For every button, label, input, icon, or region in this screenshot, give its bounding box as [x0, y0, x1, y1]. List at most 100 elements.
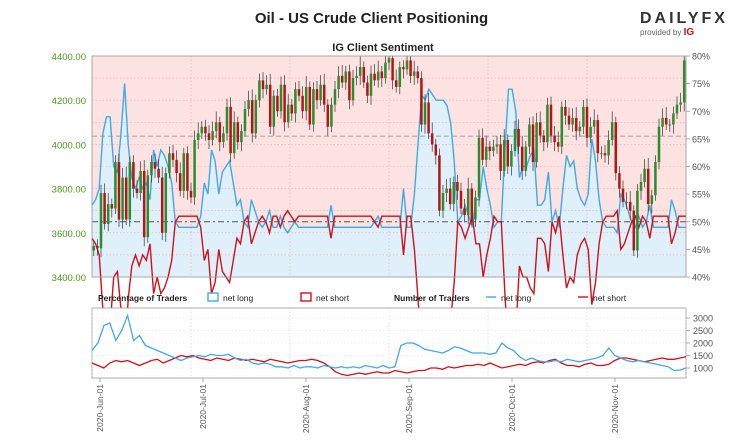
price-candle — [589, 126, 592, 138]
price-candle — [420, 78, 423, 125]
price-candle — [214, 122, 218, 132]
price-candle — [513, 128, 517, 152]
percent-tick-label: 55% — [692, 190, 710, 200]
price-candle — [506, 139, 510, 167]
legend-number-title: Number of Traders — [394, 293, 470, 303]
price-candle — [459, 190, 463, 209]
price-candle — [625, 201, 628, 203]
price-candle — [135, 188, 139, 194]
price-candle — [582, 106, 585, 127]
x-tick-label: 2020-Oct-01 — [507, 384, 517, 432]
price-candle — [427, 102, 430, 134]
price-candle — [294, 89, 297, 114]
percent-tick-label: 75% — [692, 79, 710, 89]
price-candle — [236, 122, 240, 143]
price-candle — [592, 120, 596, 127]
price-candle — [657, 126, 661, 163]
price-tick-label: 3600.00 — [52, 229, 86, 240]
price-candle — [218, 122, 222, 143]
price-candle — [621, 188, 625, 202]
price-tick-label: 4200.00 — [52, 96, 86, 107]
price-candle — [186, 153, 189, 191]
legend: Percentage of Traders net long net short Nu… — [98, 292, 627, 303]
price-candle — [610, 122, 614, 140]
price-candle — [531, 124, 535, 163]
percent-tick-label: 70% — [692, 107, 710, 117]
price-candle — [330, 104, 333, 127]
price-candle — [650, 195, 654, 205]
price-candle — [319, 84, 322, 101]
price-candle — [632, 210, 636, 251]
percent-tick-label: 65% — [692, 134, 710, 144]
price-candle — [150, 162, 153, 176]
sub-chart: 3000 2500 2000 1500 1000 2020-Jun-01 2020-Jul-… — [91, 307, 713, 433]
price-candle — [124, 177, 128, 220]
price-candle — [614, 122, 618, 174]
x-tick-label: 2020-Aug-01 — [301, 384, 311, 433]
price-candle — [297, 89, 301, 96]
price-candle — [456, 181, 459, 191]
price-candle — [661, 117, 664, 127]
price-candle — [157, 168, 160, 178]
price-candle — [276, 95, 279, 112]
price-candle — [200, 126, 204, 134]
price-candle — [492, 146, 495, 152]
price-tick-label: 3800.00 — [52, 185, 86, 196]
price-candle — [110, 204, 114, 209]
price-candle — [326, 104, 330, 127]
price-candle — [578, 126, 582, 132]
price-candle — [312, 89, 315, 125]
price-candle — [229, 106, 232, 154]
price-candle — [337, 75, 340, 90]
brand-provider: provided by IG — [640, 27, 695, 38]
price-candle — [654, 162, 657, 196]
price-candle — [560, 106, 564, 147]
price-candle — [286, 104, 290, 123]
price-candle — [628, 201, 632, 211]
x-tick-label: 2020-Nov-01 — [610, 384, 620, 433]
provider-ig: IG — [683, 27, 695, 38]
sub-tick-label: 2500 — [693, 326, 713, 336]
price-candle — [520, 146, 524, 171]
price-candle — [308, 86, 312, 125]
price-candle — [448, 188, 452, 205]
count-net-short-line — [91, 354, 687, 377]
price-candle — [574, 117, 578, 132]
price-candle — [466, 188, 470, 216]
price-candle — [538, 122, 542, 136]
price-candle — [672, 113, 675, 125]
price-candle — [524, 146, 528, 171]
price-candle — [139, 170, 142, 194]
price-candle — [639, 181, 643, 191]
price-candle — [153, 162, 157, 169]
price-candle — [553, 135, 556, 143]
price-candle — [664, 117, 668, 125]
price-candle — [441, 193, 445, 211]
price-candle — [344, 71, 348, 83]
price-candle — [470, 188, 474, 220]
price-candle — [114, 162, 117, 209]
price-candle — [243, 109, 247, 132]
count-net-long-line — [91, 313, 687, 372]
net-long-line — [91, 83, 686, 235]
price-candle — [416, 71, 420, 79]
price-candle — [355, 75, 358, 79]
brand-fx: FX — [701, 10, 728, 27]
price-candle — [272, 95, 276, 127]
price-candle — [567, 115, 571, 125]
price-tick-label: 3400.00 — [52, 273, 86, 284]
price-candle — [668, 124, 672, 126]
price-candle — [121, 177, 124, 220]
price-tick-bg — [52, 226, 90, 239]
price-candle — [618, 173, 621, 189]
price-candle — [607, 139, 610, 156]
price-candle — [636, 190, 639, 251]
x-tick-label: 2020-Jul-01 — [198, 384, 208, 429]
price-candle — [333, 89, 337, 105]
price-candle — [254, 100, 258, 134]
legend-label-net-long: net long — [223, 293, 254, 303]
price-candle — [603, 153, 607, 156]
price-candle — [258, 80, 261, 101]
price-candle — [106, 204, 110, 224]
